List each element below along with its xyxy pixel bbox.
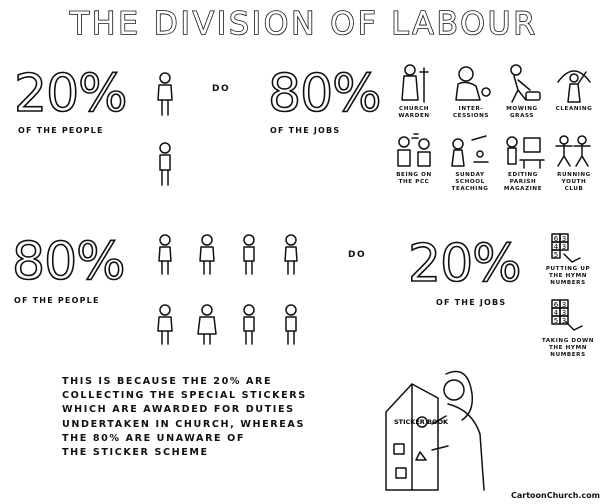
sticker-book-figure-icon: STICKER BOOK bbox=[385, 370, 485, 491]
row1-people-percent: 20% bbox=[13, 64, 128, 124]
hymn-number: 3 bbox=[562, 309, 566, 317]
mower-icon bbox=[510, 64, 541, 103]
explanation-text: THIS IS BECAUSE THE 20% ARE COLLECTING T… bbox=[62, 376, 307, 459]
hymn-number: 5 bbox=[554, 251, 558, 259]
hymn-board-put-up-icon: 6 3 4 3 5 bbox=[551, 233, 581, 263]
hymn-number: 6 bbox=[554, 235, 559, 243]
meeting-figures-icon bbox=[397, 133, 431, 167]
job-tile: INTER- CESSIONS bbox=[446, 62, 496, 120]
job-label: EDITING PARISH MAGAZINE bbox=[503, 172, 543, 192]
credit-text: CartoonChurch.com bbox=[511, 491, 600, 500]
job-tile: 6 3 4 3 5 3 TAKING DOWN THE HYMN NUMBERS bbox=[536, 298, 600, 359]
row2-jobs-caption: OF THE JOBS bbox=[436, 298, 507, 307]
job-label: CLEANING bbox=[555, 106, 593, 112]
job-label: SUNDAY SCHOOL TEACHING bbox=[451, 172, 489, 192]
job-tile: MOWING GRASS bbox=[500, 62, 544, 120]
hymn-number: 5 bbox=[554, 317, 558, 325]
hymn-number: 3 bbox=[562, 243, 566, 251]
job-label: INTER- CESSIONS bbox=[452, 106, 490, 119]
hymn-number: 3 bbox=[562, 235, 566, 243]
job-tile: RUNNING YOUTH CLUB bbox=[552, 132, 596, 193]
hymn-number: 4 bbox=[554, 243, 559, 251]
hymn-number: 6 bbox=[554, 301, 559, 309]
job-label: PUTTING UP THE HYMN NUMBERS bbox=[545, 266, 591, 286]
praying-figure-icon bbox=[455, 66, 491, 101]
page-title: THE DIVISION OF LABOUR bbox=[69, 5, 538, 43]
job-tile: CLEANING bbox=[552, 62, 596, 113]
job-label: TAKING DOWN THE HYMN NUMBERS bbox=[541, 338, 595, 358]
computer-desk-icon bbox=[506, 136, 545, 169]
job-tile: 6 3 4 3 5 PUTTING UP THE HYMN NUMBERS bbox=[536, 232, 600, 287]
row1-people-caption: OF THE PEOPLE bbox=[18, 126, 104, 135]
people-group-icon bbox=[157, 234, 298, 345]
row2-people-caption: OF THE PEOPLE bbox=[14, 296, 100, 305]
job-tile: SUNDAY SCHOOL TEACHING bbox=[446, 132, 494, 193]
row1-do-label: DO bbox=[212, 84, 231, 94]
job-tile: BEING ON THE PCC bbox=[392, 132, 436, 186]
job-tile: CHURCH WARDEN bbox=[392, 62, 436, 120]
job-tile: EDITING PARISH MAGAZINE bbox=[500, 132, 546, 193]
row2-do-label: DO bbox=[348, 250, 367, 260]
row1-jobs-percent: 80% bbox=[267, 64, 382, 124]
cleaning-figure-icon bbox=[557, 70, 591, 103]
job-label: BEING ON THE PCC bbox=[396, 172, 432, 185]
person-figure-icon bbox=[157, 72, 173, 116]
hymn-number: 3 bbox=[562, 317, 566, 325]
teacher-icon bbox=[451, 135, 489, 167]
person-figure-icon bbox=[159, 142, 171, 186]
warden-figure-icon bbox=[401, 64, 429, 103]
hymn-number: 3 bbox=[562, 301, 566, 309]
row2-people-percent: 80% bbox=[11, 232, 126, 292]
job-label: MOWING GRASS bbox=[506, 106, 538, 119]
row1-jobs-caption: OF THE JOBS bbox=[270, 126, 341, 135]
row2-jobs-percent: 20% bbox=[407, 234, 522, 294]
sticker-book-label: STICKER BOOK bbox=[394, 418, 449, 426]
jumping-figures-icon bbox=[555, 135, 591, 167]
hymn-number: 4 bbox=[554, 309, 559, 317]
job-label: CHURCH WARDEN bbox=[398, 106, 430, 119]
job-label: RUNNING YOUTH CLUB bbox=[557, 172, 591, 192]
hymn-board-take-down-icon: 6 3 4 3 5 3 bbox=[551, 299, 583, 331]
